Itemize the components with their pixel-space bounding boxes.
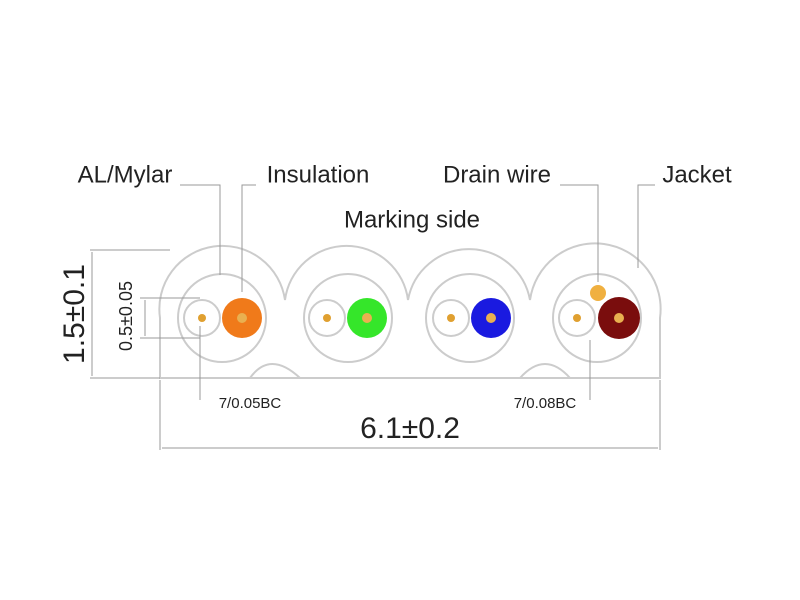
core (308, 299, 346, 337)
conductor (614, 313, 624, 323)
shield (425, 273, 515, 363)
conductor (362, 313, 372, 323)
label-jacket: Jacket (662, 161, 732, 188)
jacket-outline (158, 242, 662, 379)
label-insulation: Insulation (267, 161, 370, 188)
shield (552, 273, 642, 363)
label-drain-wire: Drain wire (443, 161, 551, 188)
conductor (486, 313, 496, 323)
dim-conductor-right: 7/0.08BC (514, 395, 577, 412)
drain-wire (590, 285, 606, 301)
conductor (573, 314, 581, 322)
shield (177, 273, 267, 363)
core (558, 299, 596, 337)
leaders (90, 184, 661, 450)
conductor (323, 314, 331, 322)
core (432, 299, 470, 337)
dim-drain-height: 0.5±0.05 (116, 281, 136, 351)
conductor (447, 314, 455, 322)
core (183, 299, 221, 337)
pairs (177, 273, 642, 363)
shield (303, 273, 393, 363)
dim-width: 6.1±0.2 (360, 412, 460, 445)
conductor (237, 313, 247, 323)
label-marking-side: Marking side (344, 206, 480, 233)
dim-conductor-left: 7/0.05BC (219, 395, 282, 412)
label-al-mylar: AL/Mylar (78, 161, 173, 188)
dim-height: 1.5±0.1 (58, 264, 91, 364)
conductor (198, 314, 206, 322)
